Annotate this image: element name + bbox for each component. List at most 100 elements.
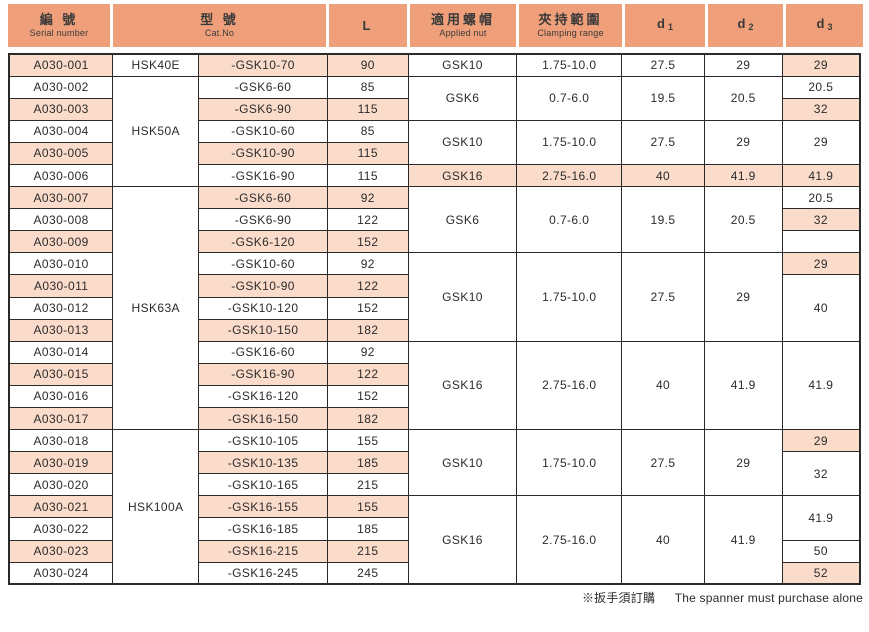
cell-gsk: -GSK10-135 (198, 451, 328, 475)
cell-serial: A030-019 (8, 451, 114, 475)
cell-gsk: -GSK6-120 (198, 230, 328, 254)
cell-d1: 19.5 (621, 186, 705, 254)
table-row: A030-010 -GSK10-60 92 GSK10 1.75-10.0 27.5 29 2… (8, 252, 861, 342)
cell-gsk: -GSK10-105 (198, 429, 328, 453)
cell-range: 1.75-10.0 (516, 429, 623, 497)
cell-d1: 40 (621, 163, 705, 188)
header-col-d3: d3 (786, 4, 863, 47)
cell-l: 122 (326, 274, 409, 298)
cell-l: 115 (326, 163, 409, 188)
cell-d3: 29 (781, 119, 861, 165)
cell-l: 155 (326, 495, 409, 519)
cell-serial: A030-023 (8, 539, 114, 563)
cell-range: 1.75-10.0 (516, 252, 623, 342)
cell-serial: A030-001 (8, 53, 114, 77)
cell-serial: A030-009 (8, 230, 114, 254)
cell-nut: GSK16 (407, 163, 518, 188)
table-row: A030-008 -GSK6-90 122 32 (8, 208, 861, 232)
cell-serial: A030-002 (8, 75, 114, 99)
header-sublabel-catno: Cat.No (204, 28, 235, 38)
cell-range: 1.75-10.0 (516, 119, 623, 165)
table-row: A030-017 -GSK16-150 182 (8, 406, 860, 431)
cell-d2: 20.5 (703, 186, 783, 254)
cell-serial: A030-005 (8, 141, 114, 165)
cell-hsk: HSK100A (112, 429, 200, 585)
cell-l: 152 (326, 384, 409, 409)
header-label-serial: 編 號 (39, 12, 79, 27)
cell-d3: 32 (781, 208, 861, 232)
cell-serial: A030-014 (8, 340, 114, 364)
header-label-d2: d2 (737, 16, 754, 33)
table-row: A030-023 -GSK16-215 215 50 (8, 539, 861, 563)
cell-gsk: -GSK6-90 (198, 208, 328, 232)
cell-gsk: -GSK16-215 (198, 539, 328, 563)
header-col-nut: 適用螺帽 Applied nut (410, 4, 519, 47)
cell-d2: 29 (703, 429, 783, 497)
cell-d3 (781, 230, 861, 254)
cell-hsk: HSK40E (112, 53, 200, 77)
cell-serial: A030-020 (8, 473, 114, 497)
cell-gsk: -GSK6-60 (198, 75, 328, 99)
cell-hsk: HSK50A (112, 75, 200, 188)
cell-d2: 29 (703, 53, 783, 77)
footnote-zh: ※扳手須訂購 (581, 591, 656, 606)
cell-d3: 20.5 (781, 186, 861, 210)
footnote: ※扳手須訂購 The spanner must purchase alone (8, 589, 863, 606)
header-col-serial: 編 號 Serial number (8, 4, 113, 47)
cell-nut: GSK10 (407, 252, 518, 342)
cell-serial: A030-015 (8, 362, 114, 386)
cell-nut: GSK10 (407, 429, 518, 497)
cell-serial: A030-024 (8, 561, 114, 585)
header-col-range: 夾持範圍 Clamping range (519, 4, 625, 47)
cell-gsk: -GSK16-90 (198, 163, 328, 188)
cell-l: 122 (326, 362, 409, 386)
cell-l: 182 (326, 406, 409, 431)
cell-d1: 19.5 (621, 75, 705, 121)
table-row: A030-003 -GSK6-90 115 32 (8, 97, 861, 121)
cell-range: 0.7-6.0 (516, 75, 623, 121)
header-label-nut: 適用螺帽 (430, 12, 495, 27)
cell-d3: 41.9 (781, 163, 861, 188)
cell-l: 155 (326, 429, 409, 453)
table-row: A030-006 -GSK16-90 115 GSK16 2.75-16.0 40 41.9… (8, 163, 861, 188)
table-row: A030-009 -GSK6-120 152 (8, 230, 861, 254)
cell-gsk: -GSK16-150 (198, 406, 328, 431)
cell-serial: A030-003 (8, 97, 114, 121)
table-row: A030-018 HSK100A -GSK10-105 155 GSK10 1.75-10… (8, 429, 861, 585)
cell-gsk: -GSK10-60 (198, 119, 328, 143)
cell-serial: A030-012 (8, 296, 114, 320)
cell-gsk: -GSK16-90 (198, 362, 328, 386)
cell-l: 85 (326, 119, 409, 143)
cell-l: 90 (326, 53, 409, 77)
header-sublabel-nut: Applied nut (439, 28, 487, 38)
cell-d3: 41.9 (781, 495, 861, 541)
cell-d3: 40 (781, 274, 861, 342)
cell-range: 2.75-16.0 (516, 163, 623, 188)
cell-l: 122 (326, 208, 409, 232)
header-sublabel-serial: Serial number (29, 28, 89, 38)
table-row: A030-004 -GSK10-60 85 GSK10 1.75-10.0 27.5 29 2… (8, 119, 861, 165)
table-header-band: 編 號 Serial number 型 號 Cat.No L 適用螺帽 Applied nu… (8, 4, 863, 47)
cell-d1: 40 (621, 340, 705, 431)
cell-range: 0.7-6.0 (516, 186, 623, 254)
footnote-en: The spanner must purchase alone (674, 591, 863, 606)
cell-gsk: -GSK16-60 (198, 340, 328, 364)
cell-d2: 41.9 (703, 163, 783, 188)
cell-l: 185 (326, 451, 409, 475)
cell-hsk: HSK63A (112, 186, 200, 431)
cell-gsk: -GSK16-120 (198, 384, 328, 409)
cell-l: 92 (326, 186, 409, 210)
cell-l: 182 (326, 318, 409, 342)
cell-gsk: -GSK10-70 (198, 53, 328, 77)
header-col-l: L (329, 4, 410, 47)
cell-gsk: -GSK10-150 (198, 318, 328, 342)
cell-d2: 41.9 (703, 495, 783, 585)
cell-serial: A030-011 (8, 274, 114, 298)
cell-serial: A030-022 (8, 517, 114, 541)
table-row: A030-011 -GSK10-90 122 40 (8, 274, 861, 342)
cell-serial: A030-018 (8, 429, 114, 453)
table-row: A030-005 -GSK10-90 115 (8, 141, 860, 165)
table-row: A030-001 HSK40E -GSK10-70 90 GSK10 1.75-10.0 2… (8, 53, 861, 77)
table-row: A030-022 -GSK16-185 185 (8, 517, 860, 541)
cell-gsk: -GSK6-60 (198, 186, 328, 210)
